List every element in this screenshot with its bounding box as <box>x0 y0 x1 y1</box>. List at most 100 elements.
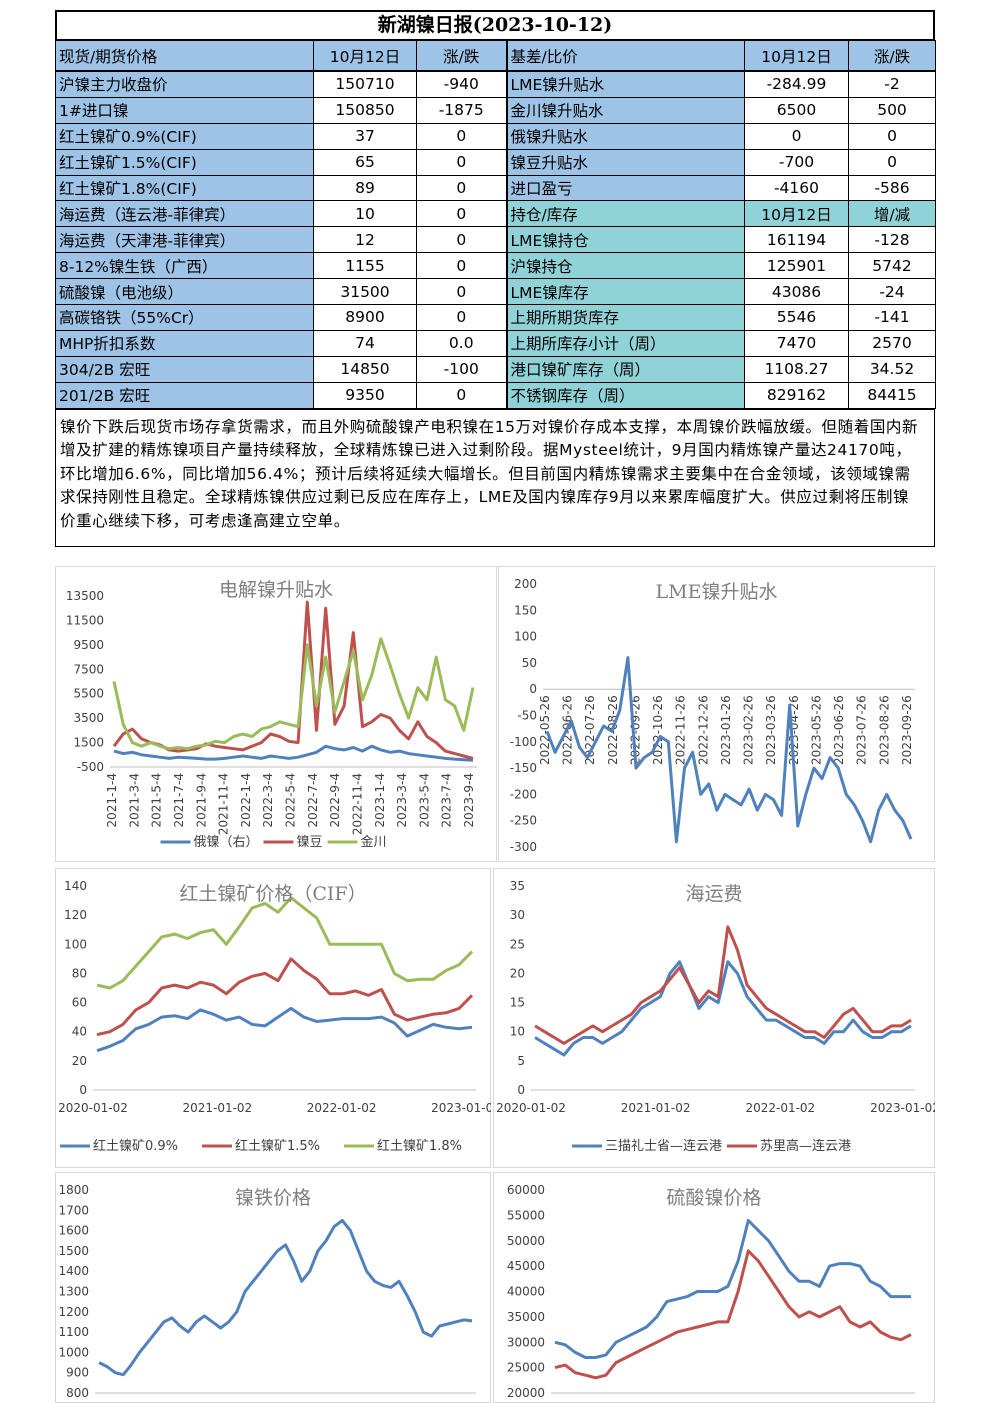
chart-nickel-sulfate: 60000 55000 50000 45000 40000 35000 30000 25000… <box>493 1172 935 1403</box>
table-row: 红土镍矿1.5%(CIF) 65 0 镍豆升贴水 -700 0 <box>55 148 936 176</box>
y-tick-label: 900 <box>66 1366 89 1380</box>
series-line-0 <box>98 1219 473 1377</box>
left-change: 0 <box>416 148 507 176</box>
price-table: 现货/期货价格 10月12日 涨/跌 基差/比价 10月12日 涨/跌 沪镍主力收盘价 150… <box>55 40 936 409</box>
x-tick-label: 2022-7-4 <box>306 773 320 827</box>
chart-frame <box>55 868 491 1168</box>
x-tick-label: 2023-08-26 <box>877 695 891 765</box>
y-tick-label: 120 <box>64 908 87 922</box>
x-tick-label: 2023-1-4 <box>373 773 387 827</box>
y-tick-label: 20000 <box>507 1386 545 1400</box>
y-tick-label: 40 <box>72 1025 87 1039</box>
x-tick-label: 2022-01-02 <box>307 1101 377 1115</box>
series-line-0 <box>554 1219 911 1359</box>
y-tick-label: 0 <box>529 682 537 696</box>
chart-laterite-price: 140 120 100 80 60 40 20 0 2020-01-02 2021-01-02 20… <box>55 868 491 1168</box>
y-tick-label: 1500 <box>58 1244 89 1258</box>
x-tick-label: 2022-9-4 <box>328 773 342 827</box>
legend-label: 红土镍矿0.9% <box>93 1138 178 1154</box>
x-tick-label: 2023-9-4 <box>462 773 476 827</box>
x-tick-label: 2021-1-4 <box>105 773 119 827</box>
series-line-2 <box>96 896 474 990</box>
right-value: 829162 <box>744 381 849 409</box>
right-change: -141 <box>848 304 936 331</box>
table-row: 304/2B 宏旺 14850 -100 港口镍矿库存（周） 1108.27 34.52 <box>55 355 936 383</box>
right-label: 进口盈亏 <box>505 174 745 202</box>
legend-label: 三描礼士省—连云港 <box>605 1138 722 1154</box>
right-value: -4160 <box>744 174 849 202</box>
left-label: 8-12%镍生铁（广西） <box>55 252 314 280</box>
y-tick-label: 100 <box>64 937 87 951</box>
right-change: -586 <box>848 174 936 202</box>
right-label: 沪镍持仓 <box>505 252 745 280</box>
chart-title: 电解镍升贴水 <box>219 579 333 601</box>
chart-svg: 140 120 100 80 60 40 20 0 2020-01-02 2021-01-02 20… <box>55 868 491 1168</box>
y-tick-label: 50 <box>522 656 537 670</box>
right-change: 2570 <box>848 329 936 357</box>
chart-svg: 135001150095007500550035001500-5002021-1… <box>55 566 497 862</box>
table-row: 红土镍矿0.9%(CIF) 37 0 俄镍升贴水 0 0 <box>55 122 936 150</box>
chart-title: 海运费 <box>685 883 742 905</box>
left-change: 0 <box>416 122 507 150</box>
y-tick-label: 30000 <box>507 1335 545 1349</box>
right-value: 6500 <box>744 96 849 124</box>
right-change: -128 <box>848 226 936 254</box>
y-tick-label: -250 <box>510 814 537 828</box>
left-change: -940 <box>416 70 507 98</box>
left-value: 10 <box>313 200 417 228</box>
header-cell: 基差/比价 <box>505 40 745 72</box>
left-value: 150710 <box>313 70 417 98</box>
legend-label: 苏里高—连云港 <box>760 1138 851 1154</box>
table-row: 201/2B 宏旺 9350 0 不锈钢库存（周） 829162 84415 <box>55 381 936 409</box>
left-value: 150850 <box>313 96 417 124</box>
right-label: 镍豆升贴水 <box>505 148 745 176</box>
x-tick-label: 2023-06-26 <box>832 695 846 765</box>
x-tick-label: 2023-01-26 <box>719 695 733 765</box>
left-change: 0.0 <box>416 329 507 357</box>
y-tick-label: 1100 <box>58 1325 89 1339</box>
chart-nickel-premium: 13500 11500 9500 7500 5500 3500 1500 -500 2021-1… <box>55 566 497 862</box>
right-label: LME镍升贴水 <box>505 70 745 98</box>
legend-label: 红土镍矿1.8% <box>377 1138 462 1154</box>
legend-label: 镍豆 <box>297 835 323 850</box>
y-tick-label: 80 <box>72 966 87 980</box>
y-tick-label: 25 <box>510 937 525 951</box>
x-tick-label: 2022-11-4 <box>350 773 364 835</box>
series-line-1 <box>534 925 912 1045</box>
y-tick-label: 35 <box>510 879 525 893</box>
left-label: 1#进口镍 <box>55 96 314 124</box>
right-change: -2 <box>848 70 936 98</box>
y-tick-label: 150 <box>514 603 537 617</box>
x-tick-label: 2022-01-02 <box>745 1101 815 1115</box>
report-title: 新湖镍日报(2023-10-12) <box>55 10 935 40</box>
series-line-2 <box>112 637 475 751</box>
left-value: 14850 <box>313 355 417 383</box>
y-tick-label: 50000 <box>507 1234 545 1248</box>
right-value: 125901 <box>744 252 849 280</box>
series-line-0 <box>545 656 913 844</box>
right-label: 上期所期货库存 <box>505 304 745 331</box>
y-tick-label: -500 <box>77 760 104 774</box>
x-tick-label: 2021-3-4 <box>127 773 141 827</box>
series-line-1 <box>112 600 474 760</box>
x-tick-label: 2023-07-26 <box>855 695 869 765</box>
x-tick-label: 2023-01-02 <box>431 1101 491 1115</box>
series-line-0 <box>96 1006 473 1053</box>
y-tick-label: 7500 <box>73 662 104 676</box>
left-change: 0 <box>416 174 507 202</box>
x-tick-label: 2021-01-02 <box>182 1101 252 1115</box>
x-tick-label: 2022-1-4 <box>239 773 253 827</box>
left-value: 1155 <box>313 252 417 280</box>
y-tick-label: -150 <box>510 761 537 775</box>
chart-title: 硫酸镍价格 <box>666 1187 761 1209</box>
y-tick-label: 20 <box>72 1054 87 1068</box>
left-label: 红土镍矿1.5%(CIF) <box>55 148 314 176</box>
header-cell: 10月12日 <box>744 40 849 72</box>
x-tick-label: 2021-9-4 <box>194 773 208 827</box>
y-tick-label: -200 <box>510 787 537 801</box>
left-value: 8900 <box>313 304 417 331</box>
header-cell: 现货/期货价格 <box>55 40 314 72</box>
left-label: 201/2B 宏旺 <box>55 381 314 409</box>
right-change: 0 <box>848 148 936 176</box>
left-label: 红土镍矿1.8%(CIF) <box>55 174 314 202</box>
